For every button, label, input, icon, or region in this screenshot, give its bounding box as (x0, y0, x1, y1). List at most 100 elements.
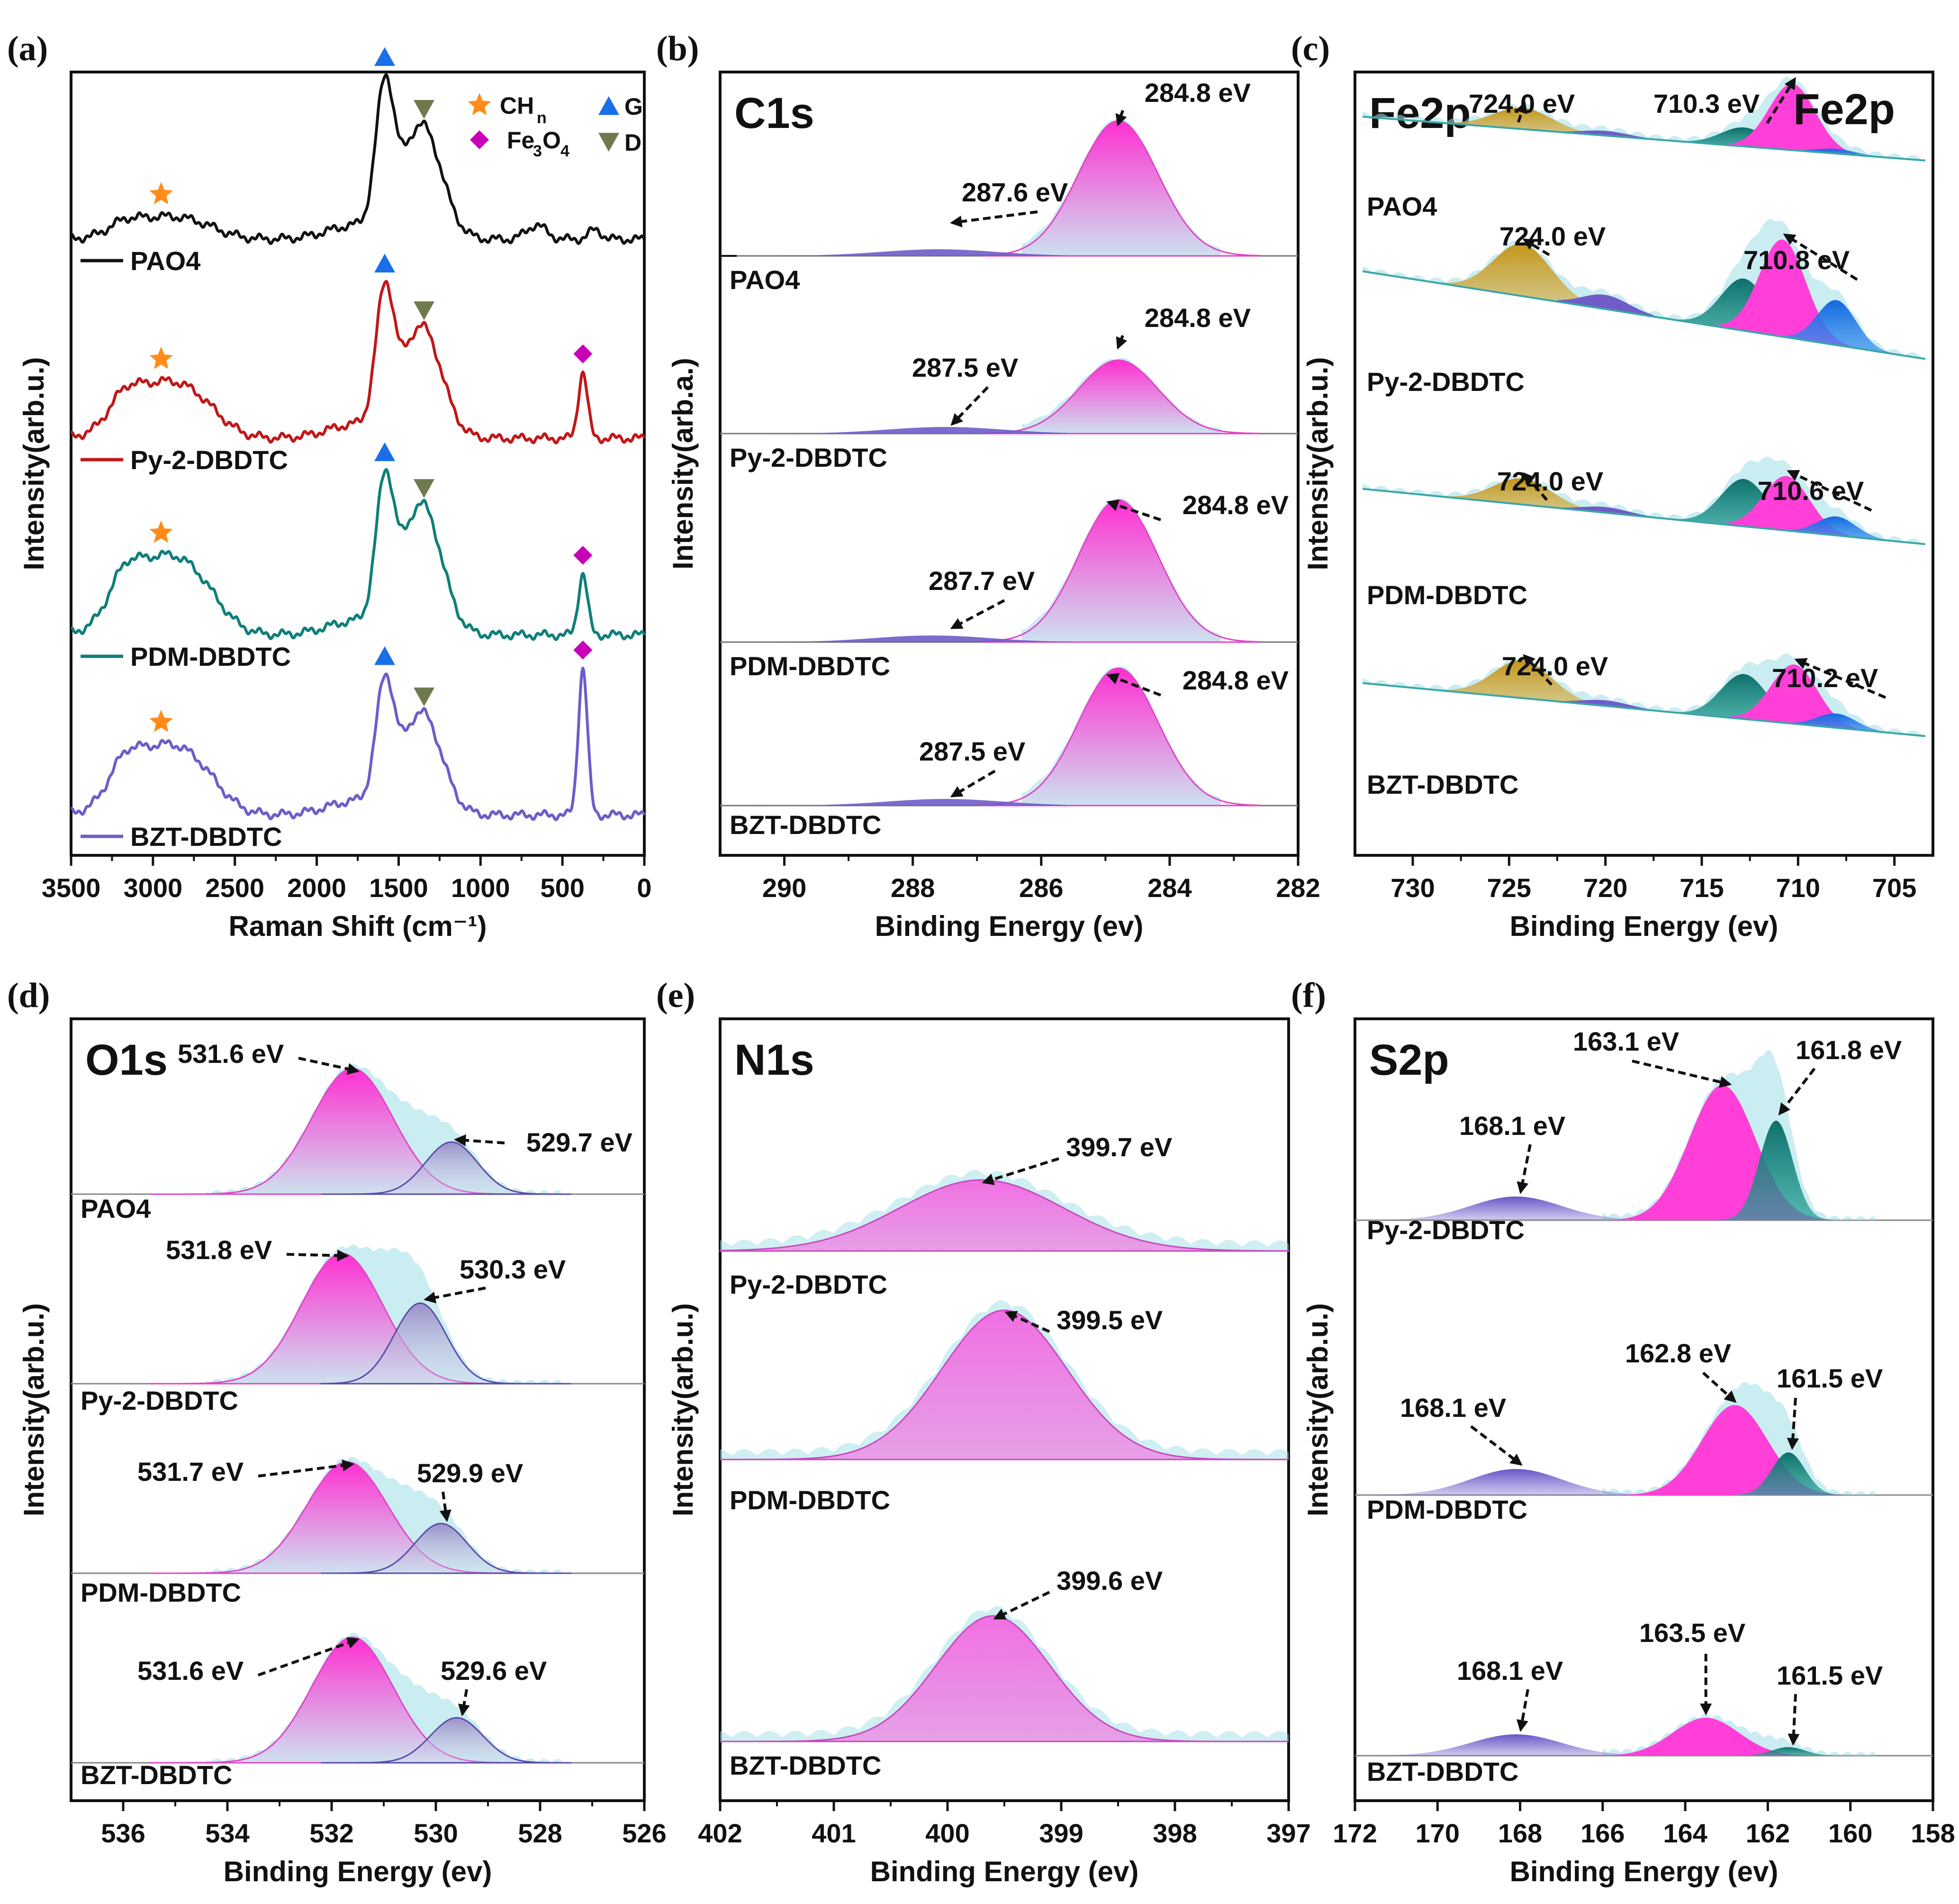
raman-fe3o4-diamond-icon (573, 344, 593, 363)
fe2p-purple-peak-fill (1557, 294, 1654, 317)
fe2p-x-tick-label: 705 (1872, 873, 1916, 903)
fe2p-baseline (1362, 270, 1926, 360)
s2p-purple-peak-label: 168.1 eV (1457, 1656, 1563, 1686)
s2p-teal-peak-arrow (1787, 1694, 1800, 1746)
n1s-peak-fill (720, 1309, 1289, 1460)
s2p-teal-peak-label: 161.5 eV (1777, 1660, 1883, 1690)
c1s-series-name: Py-2-DBDTC (730, 443, 887, 472)
fe2p-main-peak-arrow (1787, 470, 1872, 512)
o1s-series-name: Py-2-DBDTC (81, 1386, 238, 1415)
c1s-x-tick-label: 290 (762, 873, 806, 903)
o1s-x-axis-label: Binding Energy (ev) (224, 1856, 492, 1887)
c1s-x-tick-label: 288 (891, 873, 935, 903)
c1s-minor-peak-fill (720, 799, 1067, 806)
s2p-x-tick-label: 166 (1580, 1818, 1625, 1848)
o1s-main-peak-arrow (257, 1637, 360, 1677)
s2p-y-axis-label: Intensity(arb.u.) (1302, 1303, 1334, 1516)
s2p-teal-peak-label: 161.5 eV (1777, 1363, 1883, 1393)
raman-series-name: Py-2-DBDTC (130, 445, 288, 475)
o1s-minor-peak-label: 529.7 eV (526, 1127, 632, 1157)
raman-g-triangle-icon (374, 47, 396, 66)
o1s-plot-frame (70, 1017, 646, 1802)
fe2p-x-tick-label: 725 (1487, 873, 1531, 903)
fe2p-baseline (1363, 116, 1925, 162)
s2p-x-tick-label: 168 (1498, 1818, 1542, 1848)
n1s-panel-title: N1s (734, 1036, 814, 1084)
legend-fe3o4-label-mid: O (542, 127, 561, 154)
n1s-peak-fill (719, 1179, 1290, 1252)
o1s-series-name: PDM-DBDTC (81, 1578, 241, 1607)
fe2p-gold-peak-label: 724.0 eV (1502, 651, 1608, 681)
c1s-x-tick-label: 286 (1019, 873, 1063, 903)
fe2p-series-name: PAO4 (1367, 191, 1437, 221)
s2p-teal-peak-fill (1731, 1452, 1846, 1495)
c1s-minor-peak-label: 287.5 eV (912, 353, 1018, 382)
o1s-minor-peak-label: 529.6 eV (441, 1656, 547, 1686)
o1s-series-name: PAO4 (81, 1194, 151, 1224)
c1s-minor-peak-label: 287.7 eV (929, 566, 1035, 596)
n1s-peak-arrow (1004, 1311, 1050, 1333)
fe2p-x-tick-label: 720 (1583, 873, 1627, 903)
o1s-minor-peak-label: 530.3 eV (460, 1254, 566, 1284)
raman-x-tick-label: 2000 (287, 873, 346, 903)
raman-d-triangle-icon (414, 479, 435, 498)
fe2p-gold-peak-arrow (1522, 238, 1550, 256)
s2p-teal-peak-label: 161.8 eV (1796, 1035, 1902, 1065)
fe2p-main-peak-arrow (1794, 658, 1887, 699)
legend-fe3o4-subscript: 4 (560, 142, 569, 160)
s2p-series-name: BZT-DBDTC (1367, 1757, 1518, 1786)
s2p-teal-peak-arrow (1778, 1068, 1816, 1115)
s2p-series-name: PDM-DBDTC (1367, 1495, 1527, 1524)
fe2p-gold-peak-fill (1432, 478, 1615, 514)
legend-chn-label: CH (500, 92, 534, 119)
raman-chn-star-icon (149, 346, 173, 369)
c1s-minor-peak-arrow (950, 599, 1005, 629)
o1s-minor-peak-arrow (458, 1689, 470, 1716)
c1s-main-peak-label: 284.8 eV (1183, 490, 1289, 520)
c1s-panel-label: (b) (656, 29, 699, 68)
raman-panel-label: (a) (7, 29, 48, 68)
fe2p-baseline (1363, 488, 1925, 545)
s2p-plot-frame (1354, 1017, 1934, 1802)
raman-d-triangle-icon (414, 100, 435, 119)
n1s-peak-label: 399.5 eV (1056, 1305, 1163, 1335)
o1s-x-tick-label: 530 (414, 1818, 458, 1848)
raman-g-triangle-icon (374, 646, 396, 665)
legend-chn-subscript: n (537, 109, 547, 127)
s2p-x-tick-label: 164 (1663, 1818, 1707, 1848)
o1s-minor-peak-fill (321, 1141, 571, 1195)
raman-x-tick-label: 3500 (42, 873, 101, 903)
c1s-main-peak-label: 284.8 eV (1183, 665, 1289, 695)
s2p-panel-title: S2p (1369, 1036, 1449, 1084)
c1s-minor-peak-arrow (950, 770, 996, 798)
c1s-y-axis-label: Intensity(arb.a.) (667, 358, 699, 570)
o1s-main-peak-arrow (286, 1249, 350, 1262)
c1s-x-axis-label: Binding Energy (ev) (875, 910, 1144, 942)
fe2p-series-name: Py-2-DBDTC (1367, 367, 1525, 397)
c1s-main-peak-arrow (1116, 335, 1128, 350)
fe2p-x-tick-label: 710 (1776, 873, 1820, 903)
raman-x-tick-label: 0 (637, 873, 651, 903)
raman-fe3o4-diamond-icon (573, 545, 593, 565)
s2p-teal-peak-arrow (1787, 1397, 1799, 1451)
s2p-x-tick-label: 172 (1333, 1818, 1377, 1848)
s2p-teal-peak-fill (1718, 1121, 1834, 1220)
n1s-y-axis-label: Intensity(arb.u.) (667, 1303, 699, 1516)
fe2p-blue-peak-fill (1778, 516, 1895, 541)
n1s-x-tick-label: 397 (1266, 1818, 1310, 1848)
s2p-pink-peak-arrow (1632, 1060, 1732, 1088)
raman-chn-star-icon (149, 520, 173, 543)
raman-series-name: PAO4 (130, 246, 200, 276)
s2p-series-name: Py-2-DBDTC (1367, 1215, 1525, 1245)
o1s-minor-peak-label: 529.9 eV (417, 1458, 523, 1488)
o1s-minor-peak-arrow (439, 1491, 451, 1522)
raman-g-triangle-icon (374, 254, 396, 272)
o1s-panel-label: (d) (7, 976, 50, 1015)
c1s-series-name: PDM-DBDTC (730, 651, 890, 681)
s2p-teal-peak-fill (1731, 1747, 1846, 1756)
c1s-minor-peak-arrow (950, 210, 1038, 227)
o1s-x-tick-label: 536 (101, 1818, 145, 1848)
s2p-x-tick-label: 158 (1911, 1818, 1955, 1848)
s2p-pink-peak-arrow (1702, 1371, 1737, 1403)
fe2p-gold-peak-arrow (1523, 654, 1553, 686)
